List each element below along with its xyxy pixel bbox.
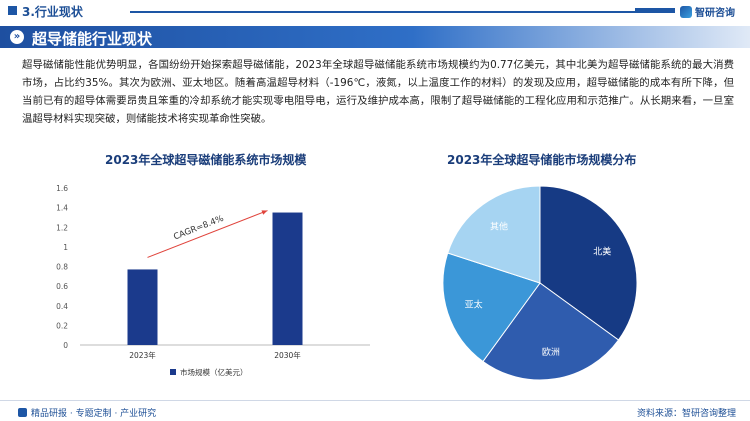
footer-divider <box>0 400 750 401</box>
top-bar: 3.行业现状 <box>0 0 750 22</box>
source-note: 资料来源：智研咨询整理 <box>636 409 736 419</box>
logo-icon <box>680 5 692 18</box>
brand-logo: 智研咨询 <box>680 4 735 19</box>
y-tick-label: 0.8 <box>56 263 68 272</box>
y-tick-label: 1.4 <box>56 204 68 213</box>
x-tick-label: 2023年 <box>129 350 156 360</box>
y-tick-label: 0.2 <box>56 321 68 330</box>
pie-slice <box>482 282 620 381</box>
x-tick-label: 2030年 <box>274 350 301 360</box>
legend-swatch <box>170 369 176 375</box>
cagr-label: CAGR=8.4% <box>172 214 225 243</box>
title-band: » 超导储能行业现状 <box>0 26 750 48</box>
page-title: 超导储能行业现状 <box>32 30 153 48</box>
bar-chart: 0 0.2 0.4 0.6 0.8 1 1.2 1.4 1.6 2023年 2030年 CAGR=8.… <box>56 184 370 377</box>
pie-slice-label: 亚太 <box>465 299 483 311</box>
pie-slice <box>442 252 541 363</box>
y-tick-label: 0 <box>63 341 68 350</box>
chevron-right-icon: » <box>10 30 24 44</box>
report-icon <box>18 408 27 417</box>
footer: 精品研报 · 专题定制 · 产业研究 资料来源：智研咨询整理 <box>0 400 750 421</box>
section-title: 3.行业现状 <box>22 5 83 19</box>
y-tick-label: 1.2 <box>56 223 68 232</box>
header-divider <box>130 8 675 13</box>
legend-label: 市场规模（亿美元） <box>180 367 248 377</box>
pie-slice-label: 欧洲 <box>542 346 560 358</box>
bar-chart-title: 2023年全球超导磁储能系统市场规模 <box>105 153 307 167</box>
cagr-arrow-line <box>147 210 268 258</box>
cagr-arrow-head <box>261 210 268 215</box>
pie-slice <box>447 185 541 284</box>
pie-chart-title: 2023年全球超导储能市场规模分布 <box>447 153 637 167</box>
y-tick-label: 1.6 <box>56 184 68 193</box>
bar <box>272 212 303 345</box>
logo-text: 智研咨询 <box>695 8 735 19</box>
pie-slice <box>539 185 638 341</box>
y-tick-label: 0.6 <box>56 282 68 291</box>
y-tick-label: 1 <box>63 243 68 252</box>
footer-links-text: 精品研报 · 专题定制 · 产业研究 <box>31 409 157 419</box>
body-paragraph: 超导磁储能性能优势明显，各国纷纷开始探索超导磁储能，2023年全球超导磁储能系统… <box>22 59 734 125</box>
section-marker-icon <box>8 6 17 15</box>
footer-links: 精品研报 · 专题定制 · 产业研究 <box>18 406 156 419</box>
pie-slice-label: 其他 <box>490 220 508 232</box>
bar <box>127 269 158 345</box>
y-tick-label: 0.4 <box>56 302 68 311</box>
pie-slice-label: 北美 <box>593 245 611 257</box>
